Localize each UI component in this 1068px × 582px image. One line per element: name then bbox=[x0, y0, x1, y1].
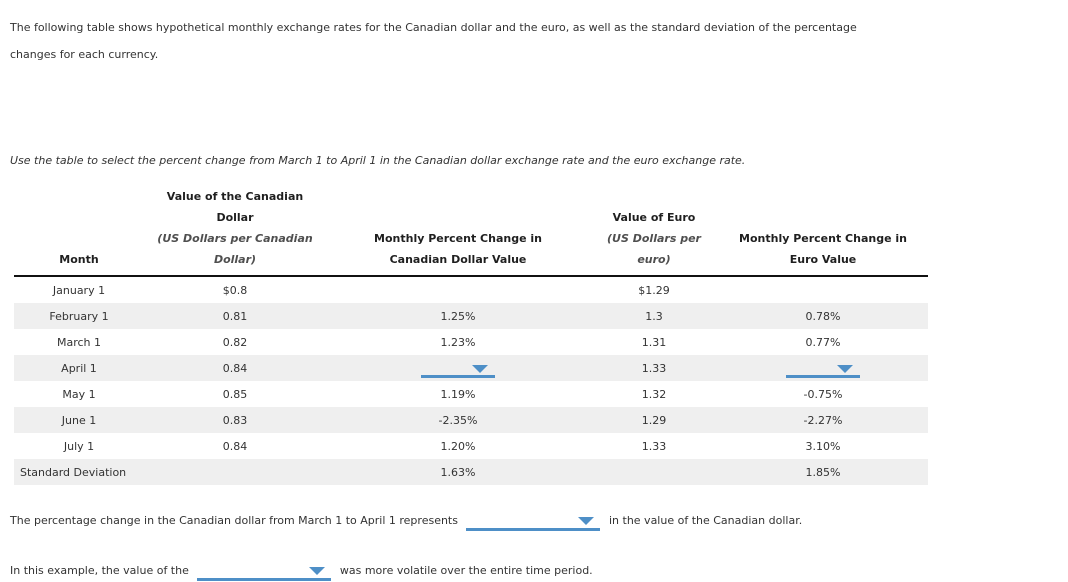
table-cell: 1.32 bbox=[641, 387, 667, 401]
table-cell: 1.31 bbox=[641, 335, 667, 349]
header-row: Month Value of the Canadian Dollar (US Do… bbox=[14, 186, 928, 277]
table-cell: 1.19% bbox=[440, 387, 476, 401]
table-body: January 1 $0.8 $1.29 February 1 0.81 1.25% 1.3… bbox=[14, 276, 928, 485]
table-cell: 1.20% bbox=[440, 439, 476, 453]
column-title: Value of the Canadian Dollar bbox=[166, 190, 304, 224]
table-cell bbox=[326, 276, 590, 303]
dropdown-cell bbox=[718, 355, 928, 381]
table-cell: 0.83 bbox=[222, 413, 248, 427]
question-1-after: in the value of the Canadian dollar. bbox=[608, 514, 803, 527]
question-1: The percentage change in the Canadian do… bbox=[10, 512, 1068, 531]
table-cell: $0.8 bbox=[222, 283, 248, 297]
table-cell: 0.77% bbox=[805, 335, 841, 349]
table-cell: 1.33 bbox=[641, 439, 667, 453]
table-cell bbox=[590, 459, 718, 485]
question-2-before: In this example, the value of the bbox=[10, 564, 189, 577]
table-cell: $1.29 bbox=[638, 283, 670, 297]
table-cell: 1.33 bbox=[641, 361, 667, 375]
question-1-before: The percentage change in the Canadian do… bbox=[10, 514, 458, 527]
column-subtitle: (US Dollars per Canadian Dollar) bbox=[157, 232, 313, 266]
table-cell: 0.84 bbox=[222, 361, 248, 375]
column-header-euro-change: Monthly Percent Change in Euro Value bbox=[718, 186, 928, 277]
exchange-rate-table: Month Value of the Canadian Dollar (US Do… bbox=[14, 186, 928, 485]
column-header-month: Month bbox=[14, 186, 144, 277]
table-cell: January 1 bbox=[52, 283, 106, 297]
table-cell: -2.27% bbox=[803, 413, 843, 427]
dropdown-cell bbox=[326, 355, 590, 381]
table-row: July 1 0.84 1.20% 1.33 3.10% bbox=[14, 433, 928, 459]
table-cell bbox=[718, 276, 928, 303]
table-cell: May 1 bbox=[62, 387, 96, 401]
column-header-euro-value: Value of Euro (US Dollars per euro) bbox=[590, 186, 718, 277]
question-2-after: was more volatile over the entire time p… bbox=[339, 564, 593, 577]
intro-text: The following table shows hypothetical m… bbox=[10, 21, 857, 61]
table-row: March 1 0.82 1.23% 1.31 0.77% bbox=[14, 329, 928, 355]
table-cell: -2.35% bbox=[438, 413, 478, 427]
column-title: Month bbox=[59, 253, 99, 266]
table-cell: 3.10% bbox=[805, 439, 841, 453]
chevron-down-icon bbox=[837, 365, 853, 373]
table-row: April 1 0.84 1.33 bbox=[14, 355, 928, 381]
table-cell: 1.3 bbox=[645, 309, 663, 323]
table-header: Month Value of the Canadian Dollar (US Do… bbox=[14, 186, 928, 277]
table-row: Standard Deviation 1.63% 1.85% bbox=[14, 459, 928, 485]
table-cell: February 1 bbox=[49, 309, 109, 323]
table-cell: April 1 bbox=[61, 361, 97, 375]
table-cell: 0.84 bbox=[222, 439, 248, 453]
table-cell: 1.85% bbox=[805, 465, 841, 479]
chevron-down-icon bbox=[577, 517, 594, 525]
cad-change-dropdown[interactable] bbox=[421, 362, 495, 378]
table-cell: 1.63% bbox=[440, 465, 476, 479]
instruction-text: Use the table to select the percent chan… bbox=[10, 154, 746, 167]
table-cell: 1.29 bbox=[641, 413, 667, 427]
chevron-down-icon bbox=[472, 365, 488, 373]
column-title: Value of Euro bbox=[612, 211, 696, 224]
table-cell: 0.82 bbox=[222, 335, 248, 349]
chevron-down-icon bbox=[308, 567, 325, 575]
table-cell: July 1 bbox=[63, 439, 95, 453]
table-cell bbox=[144, 459, 326, 485]
table-cell: March 1 bbox=[56, 335, 102, 349]
column-header-cad-value: Value of the Canadian Dollar (US Dollars … bbox=[144, 186, 326, 277]
percent-change-type-dropdown[interactable] bbox=[465, 512, 600, 531]
table-cell: 1.25% bbox=[440, 309, 476, 323]
question-2: In this example, the value of the was mor… bbox=[10, 562, 1068, 581]
table-cell: -0.75% bbox=[803, 387, 843, 401]
table-cell: June 1 bbox=[61, 413, 97, 427]
table-row: May 1 0.85 1.19% 1.32 -0.75% bbox=[14, 381, 928, 407]
column-title: Monthly Percent Change in Canadian Dolla… bbox=[374, 232, 542, 266]
table-cell: 0.85 bbox=[222, 387, 248, 401]
column-title: Monthly Percent Change in Euro Value bbox=[739, 232, 907, 266]
table-row: February 1 0.81 1.25% 1.3 0.78% bbox=[14, 303, 928, 329]
table-cell: 0.78% bbox=[805, 309, 841, 323]
column-subtitle: (US Dollars per euro) bbox=[607, 232, 701, 266]
table-row: June 1 0.83 -2.35% 1.29 -2.27% bbox=[14, 407, 928, 433]
column-header-cad-change: Monthly Percent Change in Canadian Dolla… bbox=[326, 186, 590, 277]
table-cell: Standard Deviation bbox=[20, 465, 127, 479]
euro-change-dropdown[interactable] bbox=[786, 362, 860, 378]
more-volatile-currency-dropdown[interactable] bbox=[196, 562, 331, 581]
table-row: January 1 $0.8 $1.29 bbox=[14, 276, 928, 303]
table-cell: 1.23% bbox=[440, 335, 476, 349]
table-cell: 0.81 bbox=[222, 309, 248, 323]
